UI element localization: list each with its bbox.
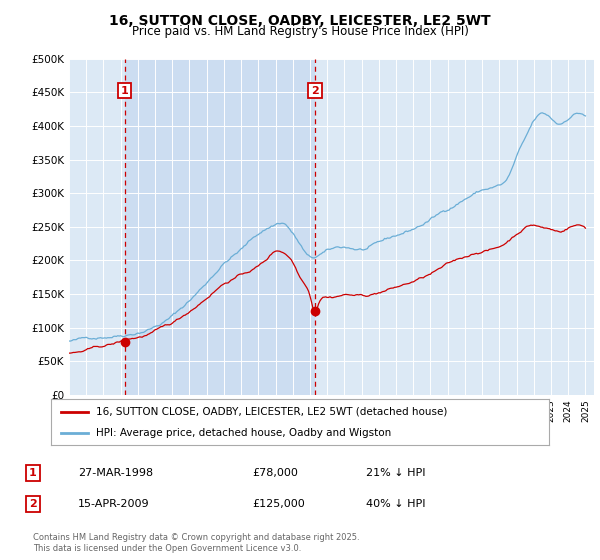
Text: £125,000: £125,000 (252, 499, 305, 509)
Text: 15-APR-2009: 15-APR-2009 (78, 499, 149, 509)
Text: Price paid vs. HM Land Registry's House Price Index (HPI): Price paid vs. HM Land Registry's House … (131, 25, 469, 38)
Text: Contains HM Land Registry data © Crown copyright and database right 2025.
This d: Contains HM Land Registry data © Crown c… (33, 533, 359, 553)
Text: £78,000: £78,000 (252, 468, 298, 478)
Text: 16, SUTTON CLOSE, OADBY, LEICESTER, LE2 5WT (detached house): 16, SUTTON CLOSE, OADBY, LEICESTER, LE2 … (96, 407, 447, 417)
Text: 2: 2 (29, 499, 37, 509)
Text: 21% ↓ HPI: 21% ↓ HPI (366, 468, 425, 478)
Text: HPI: Average price, detached house, Oadby and Wigston: HPI: Average price, detached house, Oadb… (96, 428, 391, 438)
Text: 1: 1 (29, 468, 37, 478)
Text: 1: 1 (121, 86, 128, 96)
Text: 2: 2 (311, 86, 319, 96)
Text: 27-MAR-1998: 27-MAR-1998 (78, 468, 153, 478)
Text: 40% ↓ HPI: 40% ↓ HPI (366, 499, 425, 509)
Bar (125, 59, 315, 395)
Text: 16, SUTTON CLOSE, OADBY, LEICESTER, LE2 5WT: 16, SUTTON CLOSE, OADBY, LEICESTER, LE2 … (109, 14, 491, 28)
